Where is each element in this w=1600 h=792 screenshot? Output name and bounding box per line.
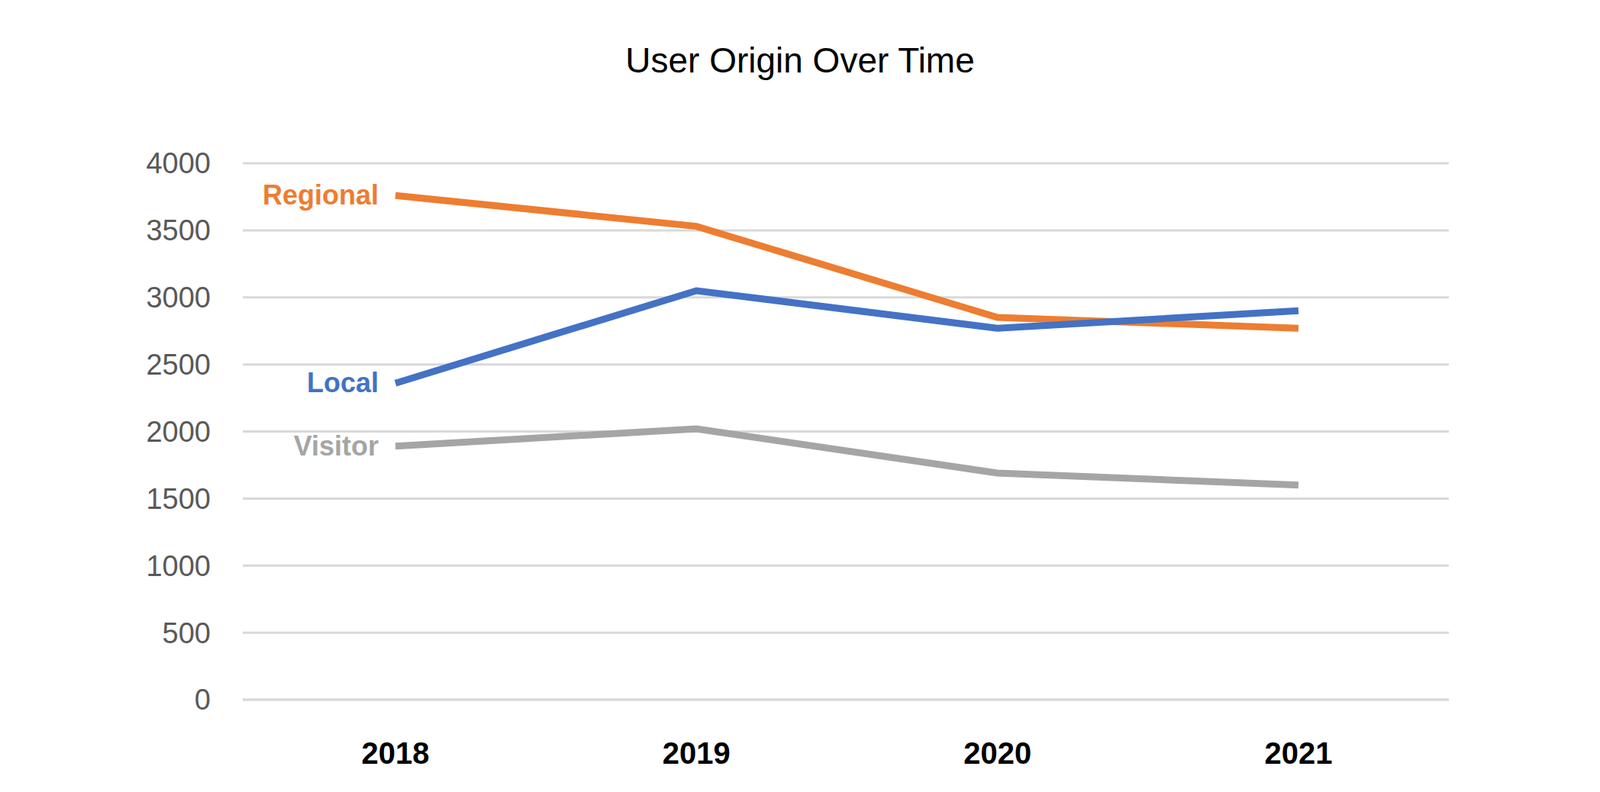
svg-text:2000: 2000 xyxy=(145,416,211,449)
svg-text:2019: 2019 xyxy=(662,736,731,771)
svg-text:1500: 1500 xyxy=(145,483,211,516)
svg-text:2500: 2500 xyxy=(145,348,211,381)
svg-text:500: 500 xyxy=(162,617,211,650)
svg-text:2018: 2018 xyxy=(361,736,430,771)
svg-text:4000: 4000 xyxy=(145,147,211,180)
svg-text:3000: 3000 xyxy=(145,281,211,314)
svg-text:1000: 1000 xyxy=(145,550,211,583)
html-text:User Origin Over Time: User Origin Over Time xyxy=(625,40,975,81)
svg-text:0: 0 xyxy=(194,683,211,717)
svg-text:Regional: Regional xyxy=(262,179,379,211)
svg-text:Visitor: Visitor xyxy=(293,430,379,462)
svg-text:3500: 3500 xyxy=(145,214,211,247)
svg-text:Local: Local xyxy=(306,367,379,399)
svg-text:2020: 2020 xyxy=(963,736,1032,771)
svg-text:2021: 2021 xyxy=(1264,736,1333,771)
